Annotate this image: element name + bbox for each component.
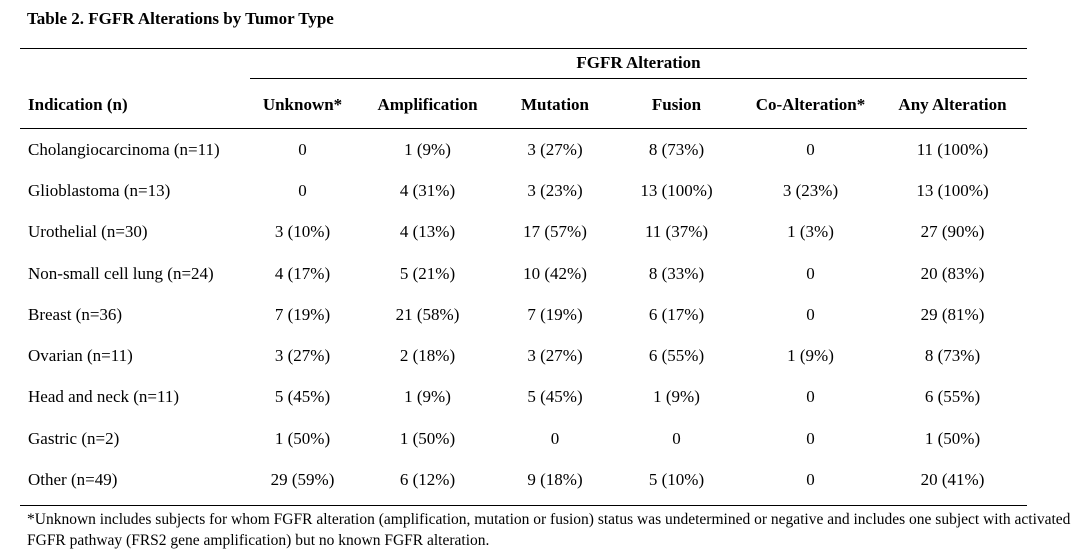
cell-indication: Cholangiocarcinoma (n=11)	[28, 139, 220, 159]
cell-mutation: 3 (27%)	[527, 346, 583, 366]
cell-co-alteration: 0	[806, 387, 815, 407]
cell-amplification: 5 (21%)	[399, 263, 456, 283]
cell-mutation: 3 (27%)	[527, 139, 583, 159]
cell-indication: Urothelial (n=30)	[28, 222, 148, 242]
column-header-indication: Indication (n)	[28, 94, 128, 114]
table-row: Non-small cell lung (n=24) 4 (17%) 5 (21%)…	[20, 253, 1027, 294]
cell-amplification: 1 (50%)	[399, 428, 456, 448]
cell-amplification: 1 (9%)	[404, 387, 451, 407]
table-body: Cholangiocarcinoma (n=11) 0 1 (9%) 3 (27%) 8…	[20, 129, 1027, 501]
cell-indication: Gastric (n=2)	[28, 428, 120, 448]
cell-indication: Ovarian (n=11)	[28, 346, 133, 366]
column-header-any-alteration: Any Alteration	[898, 94, 1007, 114]
cell-any-alteration: 8 (73%)	[924, 346, 981, 366]
header-rule	[20, 128, 1027, 129]
cell-co-alteration: 0	[806, 304, 815, 324]
cell-unknown: 5 (45%)	[274, 387, 331, 407]
cell-amplification: 4 (31%)	[399, 180, 456, 200]
cell-fusion: 1 (9%)	[653, 387, 700, 407]
group-header-rule	[250, 78, 1027, 79]
table-row: Gastric (n=2) 1 (50%) 1 (50%) 0 0 0 1 (50%)	[20, 418, 1027, 459]
header-row: Indication (n) Unknown* Amplification Mu…	[20, 88, 1027, 121]
cell-unknown: 4 (17%)	[274, 263, 331, 283]
column-header-unknown: Unknown*	[262, 94, 343, 114]
cell-indication: Breast (n=36)	[28, 304, 123, 324]
table-title: Table 2. FGFR Alterations by Tumor Type	[27, 9, 334, 28]
column-header-fusion: Fusion	[651, 94, 702, 114]
cell-unknown: 3 (27%)	[274, 346, 331, 366]
table-row: Other (n=49) 29 (59%) 6 (12%) 9 (18%) 5 (10%…	[20, 459, 1027, 500]
cell-co-alteration: 0	[806, 139, 815, 159]
cell-fusion: 11 (37%)	[644, 222, 709, 242]
table-row: Head and neck (n=11) 5 (45%) 1 (9%) 5 (45%)…	[20, 377, 1027, 418]
cell-mutation: 0	[550, 428, 560, 448]
table-row: Glioblastoma (n=13) 0 4 (31%) 3 (23%) 13 (10…	[20, 170, 1027, 211]
cell-amplification: 1 (9%)	[404, 139, 451, 159]
cell-amplification: 6 (12%)	[399, 470, 456, 490]
cell-amplification: 4 (13%)	[399, 222, 456, 242]
column-header-amplification: Amplification	[377, 94, 478, 114]
cell-indication: Head and neck (n=11)	[28, 387, 180, 407]
cell-mutation: 5 (45%)	[527, 387, 583, 407]
cell-co-alteration: 3 (23%)	[782, 180, 839, 200]
cell-unknown: 7 (19%)	[274, 304, 331, 324]
cell-unknown: 0	[298, 139, 307, 159]
cell-indication: Non-small cell lung (n=24)	[28, 263, 214, 283]
cell-co-alteration: 0	[806, 470, 815, 490]
table-row: Cholangiocarcinoma (n=11) 0 1 (9%) 3 (27%) 8…	[20, 129, 1027, 170]
cell-any-alteration: 20 (83%)	[920, 263, 985, 283]
table-row: Urothelial (n=30) 3 (10%) 4 (13%) 17 (57%) 1…	[20, 212, 1027, 253]
cell-mutation: 7 (19%)	[527, 304, 583, 324]
table-row: Breast (n=36) 7 (19%) 21 (58%) 7 (19%) 6 (17…	[20, 294, 1027, 335]
cell-fusion: 8 (33%)	[648, 263, 705, 283]
cell-mutation: 9 (18%)	[527, 470, 583, 490]
cell-unknown: 0	[298, 180, 307, 200]
group-header: FGFR Alteration	[576, 53, 701, 72]
table-row: Ovarian (n=11) 3 (27%) 2 (18%) 3 (27%) 6 (55…	[20, 335, 1027, 376]
cell-mutation: 10 (42%)	[523, 263, 587, 283]
cell-co-alteration: 0	[806, 428, 815, 448]
cell-fusion: 5 (10%)	[648, 470, 705, 490]
cell-unknown: 1 (50%)	[274, 428, 331, 448]
cell-amplification: 21 (58%)	[395, 304, 460, 324]
cell-any-alteration: 29 (81%)	[920, 304, 985, 324]
cell-mutation: 17 (57%)	[523, 222, 587, 242]
cell-co-alteration: 1 (9%)	[787, 346, 834, 366]
cell-co-alteration: 1 (3%)	[787, 222, 834, 242]
cell-fusion: 6 (17%)	[648, 304, 705, 324]
cell-co-alteration: 0	[806, 263, 815, 283]
footnote: *Unknown includes subjects for whom FGFR…	[27, 511, 1071, 549]
top-rule	[20, 48, 1027, 49]
cell-unknown: 3 (10%)	[274, 222, 331, 242]
cell-fusion: 8 (73%)	[648, 139, 705, 159]
column-header-co-alteration: Co-Alteration*	[755, 94, 866, 114]
cell-mutation: 3 (23%)	[527, 180, 583, 200]
cell-any-alteration: 1 (50%)	[924, 428, 981, 448]
cell-indication: Other (n=49)	[28, 470, 118, 490]
cell-fusion: 0	[672, 428, 681, 448]
fgfr-alterations-table: Indication (n) Unknown* Amplification Mu…	[20, 88, 1027, 501]
cell-fusion: 6 (55%)	[648, 346, 705, 366]
cell-fusion: 13 (100%)	[640, 180, 713, 200]
cell-indication: Glioblastoma (n=13)	[28, 180, 171, 200]
cell-any-alteration: 13 (100%)	[916, 180, 989, 200]
column-header-mutation: Mutation	[521, 94, 589, 114]
cell-unknown: 29 (59%)	[270, 470, 335, 490]
bottom-rule	[20, 505, 1027, 506]
cell-any-alteration: 6 (55%)	[924, 387, 981, 407]
cell-any-alteration: 11 (100%)	[916, 139, 989, 159]
cell-any-alteration: 27 (90%)	[920, 222, 985, 242]
cell-any-alteration: 20 (41%)	[920, 470, 985, 490]
cell-amplification: 2 (18%)	[399, 346, 456, 366]
